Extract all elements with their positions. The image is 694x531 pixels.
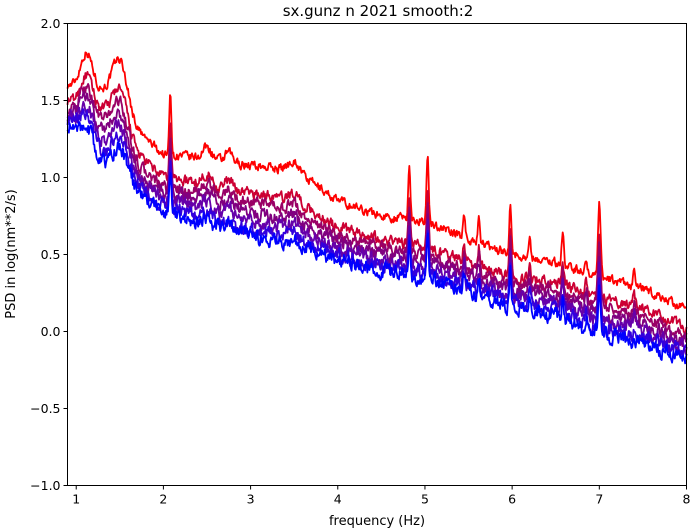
- y-tick-label: 2.0: [41, 16, 61, 31]
- x-tick-label: 8: [683, 492, 691, 507]
- x-tick-label: 2: [159, 492, 167, 507]
- y-tick-label: 0.0: [41, 324, 61, 339]
- chart-title: sx.gunz n 2021 smooth:2: [283, 2, 474, 20]
- series-line-1: [66, 51, 688, 310]
- series-group: [66, 51, 688, 365]
- y-tick-label: 0.5: [41, 247, 61, 262]
- x-tick-label: 5: [421, 492, 429, 507]
- x-tick-label: 7: [595, 492, 603, 507]
- series-line-7: [66, 121, 688, 365]
- y-tick-label: −1.0: [30, 478, 60, 493]
- x-tick-label: 4: [334, 492, 342, 507]
- y-axis: −1.0 −0.5 0.0 0.5 1.0 1.5 2.0: [30, 16, 68, 493]
- y-axis-label: PSD in log(nm**2/s): [4, 189, 19, 319]
- x-axis-label: frequency (Hz): [329, 514, 425, 529]
- x-axis: 1 2 3 4 5 6 7 8: [72, 485, 691, 507]
- series-line-6: [66, 108, 687, 358]
- x-tick-label: 6: [508, 492, 516, 507]
- y-tick-label: 1.5: [41, 93, 61, 108]
- y-tick-label: 1.0: [41, 170, 61, 185]
- x-tick-label: 3: [247, 492, 255, 507]
- x-tick-label: 1: [72, 492, 80, 507]
- y-tick-label: −0.5: [30, 401, 60, 416]
